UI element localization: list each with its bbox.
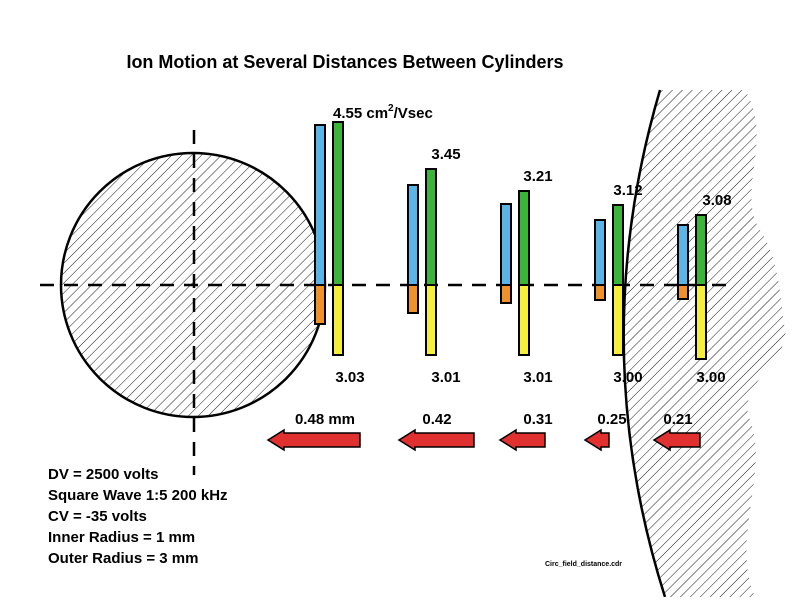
bar-upper-inner-1 (425, 168, 437, 286)
bar-upper-outer-2 (500, 203, 512, 286)
bar-upper-outer-0 (314, 124, 326, 286)
drift-arrow-1 (397, 428, 475, 452)
bar-lower-inner-0 (332, 284, 344, 356)
distance-label-3: 0.25 (597, 411, 626, 428)
bottom-label-2: 3.01 (523, 369, 552, 386)
bar-lower-outer-1 (407, 284, 419, 314)
drift-arrow-4 (652, 428, 701, 452)
mobility-unit-prefix: 4.55 cm (333, 105, 388, 122)
top-label-1: 3.45 (431, 146, 460, 163)
drift-arrow-0 (266, 428, 361, 452)
param-cv: CV = -35 volts (48, 508, 147, 525)
bar-lower-outer-3 (594, 284, 606, 301)
distance-label-0: 0.48 mm (295, 411, 355, 428)
bar-lower-outer-4 (677, 284, 689, 300)
param-dv: DV = 2500 volts (48, 466, 158, 483)
top-label-4: 3.08 (702, 192, 731, 209)
top-label-2: 3.21 (523, 168, 552, 185)
drift-arrow-2 (498, 428, 546, 452)
param-outer-radius: Outer Radius = 3 mm (48, 550, 198, 567)
mobility-unit-suffix: /Vsec (394, 105, 433, 122)
distance-label-2: 0.31 (523, 411, 552, 428)
bar-lower-inner-3 (612, 284, 624, 356)
drift-arrows: 0.48 mm 0.42 0.31 0.25 0.21 (266, 411, 701, 452)
bottom-label-1: 3.01 (431, 369, 460, 386)
distance-label-4: 0.21 (663, 411, 692, 428)
bottom-label-0: 3.03 (335, 369, 364, 386)
top-label-3: 3.12 (613, 182, 642, 199)
bottom-label-3: 3.00 (613, 369, 642, 386)
bar-upper-outer-4 (677, 224, 689, 286)
param-square-wave: Square Wave 1:5 200 kHz (48, 487, 228, 504)
filename-label: Circ_field_distance.cdr (545, 561, 622, 568)
bottom-label-4: 3.00 (696, 369, 725, 386)
bar-upper-inner-3 (612, 204, 624, 286)
bar-upper-inner-4 (695, 214, 707, 286)
bar-upper-inner-2 (518, 190, 530, 286)
parameters-list: DV = 2500 volts Square Wave 1:5 200 kHz … (48, 466, 228, 567)
bar-upper-outer-3 (594, 219, 606, 286)
bar-lower-outer-2 (500, 284, 512, 304)
bar-upper-inner-0 (332, 121, 344, 286)
bar-lower-inner-4 (695, 284, 707, 360)
diagram-title: Ion Motion at Several Distances Between … (126, 52, 563, 72)
bar-lower-inner-1 (425, 284, 437, 356)
mobility-bars: 3.03 3.45 3.01 3.21 3.01 3.12 3.00 3.08 3.00 (314, 121, 732, 386)
param-inner-radius: Inner Radius = 1 mm (48, 529, 195, 546)
bar-upper-outer-1 (407, 184, 419, 286)
bar-lower-inner-2 (518, 284, 530, 356)
drift-arrow-3 (583, 428, 610, 452)
bar-lower-outer-0 (314, 284, 326, 325)
mobility-unit-label: 4.55 cm2/Vsec (333, 103, 433, 122)
mobility-unit-superscript: 2 (388, 103, 394, 114)
distance-label-1: 0.42 (422, 411, 451, 428)
